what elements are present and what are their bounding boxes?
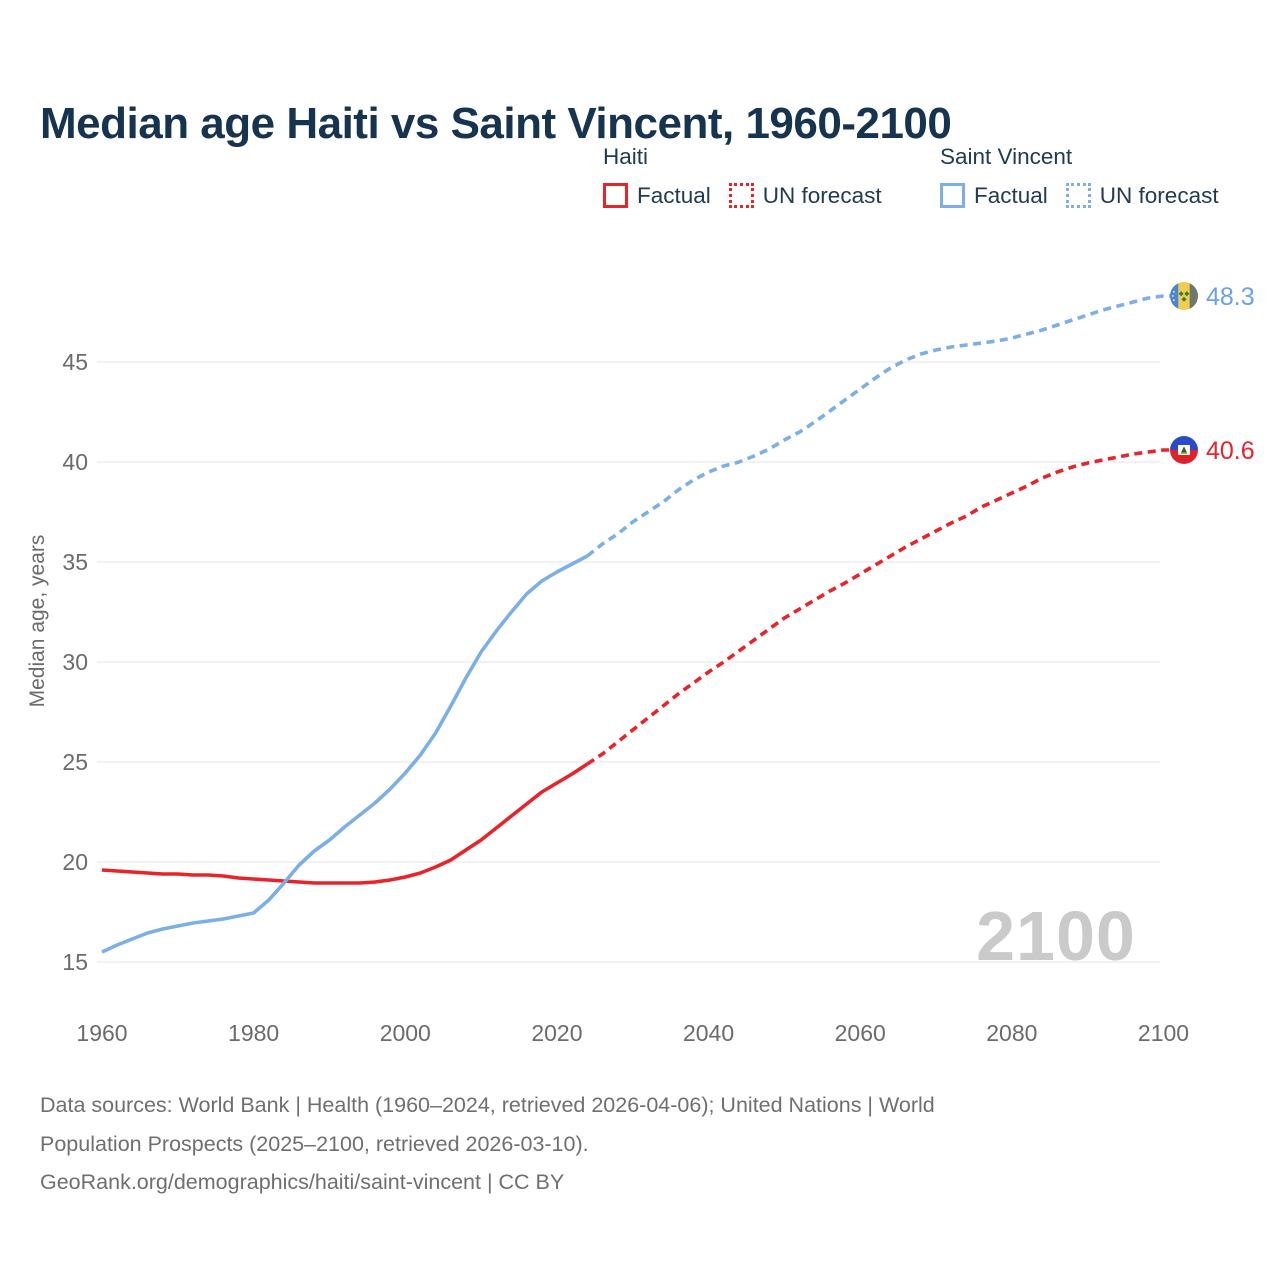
footer-line-3: GeoRank.org/demographics/haiti/saint-vin… <box>40 1170 565 1194</box>
x-tick-label: 1960 <box>76 1020 127 1046</box>
y-tick-label: 30 <box>62 649 88 675</box>
x-tick-label: 2020 <box>531 1020 582 1046</box>
haiti-factual-swatch-icon <box>603 183 628 208</box>
y-tick-label: 25 <box>62 749 88 775</box>
y-tick-label: 40 <box>62 449 88 475</box>
legend-label-haiti-factual: Factual <box>637 182 711 208</box>
x-tick-label: 2000 <box>380 1020 431 1046</box>
legend-group-saint-vincent: Saint Vincent Factual UN forecast <box>940 144 1237 209</box>
x-tick-label: 2100 <box>1138 1020 1189 1046</box>
saint-vincent-factual-line <box>101 554 589 954</box>
y-axis-title: Median age, years <box>26 535 49 708</box>
legend-label-saint-vincent-factual: Factual <box>974 182 1048 208</box>
watermark-year: 2100 <box>976 897 1136 975</box>
haiti-forecast-line <box>586 448 1176 766</box>
footer-line-1: Data sources: World Bank | Health (1960–… <box>40 1093 935 1117</box>
haiti-forecast-swatch-icon <box>728 183 754 208</box>
haiti-end-value: 40.6 <box>1206 437 1255 465</box>
haiti-factual-line <box>101 762 589 885</box>
saint-vincent-end-value: 48.3 <box>1206 283 1255 311</box>
x-tick-label: 2080 <box>986 1020 1037 1046</box>
median-age-chart: 15 20 25 30 35 40 45 1960 1980 2000 2020 2040 2060 20… <box>26 282 1255 1046</box>
y-tick-label: 15 <box>62 949 88 975</box>
y-tick-label: 35 <box>62 549 88 575</box>
legend-group-title-haiti: Haiti <box>603 144 649 169</box>
footer-line-2: Population Prospects (2025–2100, retriev… <box>40 1131 589 1156</box>
data-sources-footer: Data sources: World Bank | Health (1960–… <box>40 1086 1200 1202</box>
saint-vincent-forecast-swatch-icon <box>1065 183 1091 208</box>
y-tick-label: 20 <box>62 849 88 875</box>
x-tick-label: 2060 <box>835 1020 886 1046</box>
x-tick-label: 2040 <box>683 1020 734 1046</box>
saint-vincent-forecast-line <box>586 294 1176 558</box>
legend-group-title-saint-vincent: Saint Vincent <box>940 144 1073 169</box>
saint-vincent-flag-icon <box>1170 282 1198 310</box>
haiti-flag-icon <box>1170 436 1198 464</box>
x-tick-label: 1980 <box>228 1020 279 1046</box>
saint-vincent-factual-swatch-icon <box>940 183 965 208</box>
legend-group-haiti: Haiti Factual UN forecast <box>603 144 900 209</box>
y-tick-label: 45 <box>62 349 88 375</box>
page-title: Median age Haiti vs Saint Vincent, 1960-… <box>40 99 952 149</box>
legend-label-haiti-forecast: UN forecast <box>762 182 882 208</box>
legend-label-saint-vincent-forecast: UN forecast <box>1099 182 1219 208</box>
